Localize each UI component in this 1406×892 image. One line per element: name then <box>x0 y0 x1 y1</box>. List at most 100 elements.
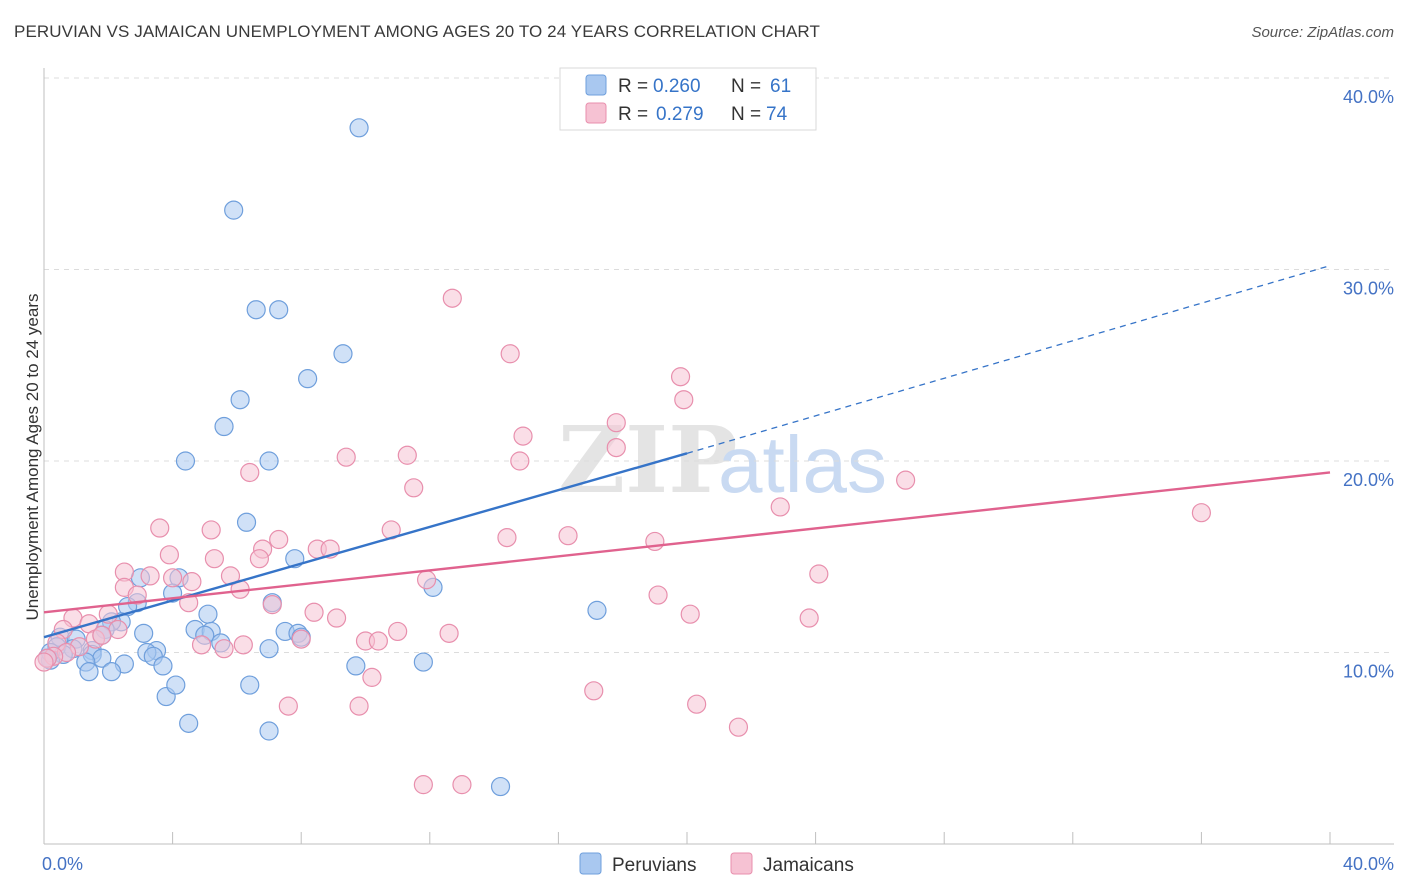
peruvian-point <box>587 600 607 620</box>
jamaican-point <box>1191 503 1212 523</box>
peruvian-point <box>101 662 122 682</box>
jamaican-point <box>191 635 212 655</box>
y-tick-labels: 10.0% 20.0% 30.0% 40.0% <box>1343 87 1394 682</box>
trend-layer <box>43 265 1331 639</box>
y-tick-label: 20.0% <box>1343 470 1394 490</box>
legend-r-label-peruvians: R = <box>618 76 648 97</box>
jamaican-point <box>214 639 234 659</box>
jamaican-point <box>606 413 626 433</box>
jamaican-point <box>648 585 668 605</box>
jamaican-point <box>404 478 424 498</box>
jamaican-point <box>687 694 707 714</box>
x-tick-label-start: 0.0% <box>42 854 83 874</box>
legend-r-value-jamaicans: 0.279 <box>656 104 704 125</box>
peruvian-point <box>198 604 218 624</box>
jamaican-point <box>368 631 388 651</box>
peruvian-point <box>259 451 279 471</box>
jamaican-point <box>233 635 253 655</box>
jamaican-point <box>150 518 170 538</box>
jamaican-point <box>388 621 408 642</box>
legend-n-label-jamaicans: N = <box>731 104 761 125</box>
jamaican-point <box>606 437 626 458</box>
jamaican-point <box>497 527 517 548</box>
jamaican-point <box>674 390 694 410</box>
peruvian-point <box>259 721 279 741</box>
jamaican-point <box>513 426 533 446</box>
legend-n-label-peruvians: N = <box>731 76 761 97</box>
peruvian-point <box>349 118 369 138</box>
jamaican-point <box>140 566 160 586</box>
legend-swatch-jamaicans <box>585 102 607 124</box>
y-tick-label: 40.0% <box>1343 87 1394 107</box>
chart-source: Source: ZipAtlas.com <box>1251 24 1394 41</box>
peruvian-point <box>79 662 99 682</box>
y-tick-label: 30.0% <box>1343 279 1394 299</box>
jamaican-point <box>510 451 530 471</box>
jamaican-point <box>201 520 221 540</box>
jamaican-point <box>500 344 520 364</box>
jamaican-point <box>896 470 916 490</box>
legend-swatch-peruvians <box>585 74 607 96</box>
series-legend-swatch-jamaicans <box>730 852 753 875</box>
jamaican-point <box>416 570 437 590</box>
legend-n-value-jamaicans: 74 <box>766 104 788 125</box>
jamaican-point <box>362 667 382 687</box>
chart-title: PERUVIAN VS JAMAICAN UNEMPLOYMENT AMONG … <box>14 22 820 41</box>
jamaican-point <box>809 564 829 584</box>
peruvian-trend-line <box>43 452 688 639</box>
jamaican-point <box>670 367 691 387</box>
jamaican-point <box>182 572 202 592</box>
series-legend-swatch-peruvians <box>579 852 602 875</box>
jamaican-point <box>262 595 282 615</box>
jamaican-point <box>127 585 147 605</box>
legend-r-value-peruvians: 0.260 <box>653 76 701 97</box>
jamaican-point <box>304 602 324 622</box>
x-tick-label-end: 40.0% <box>1343 854 1394 874</box>
peruvian-trend-extension <box>686 265 1331 454</box>
peruvian-point <box>214 416 234 437</box>
jamaican-point <box>163 568 183 588</box>
jamaican-point <box>336 447 356 467</box>
peruvian-point <box>240 675 260 695</box>
peruvian-point <box>333 344 353 364</box>
jamaican-point <box>108 619 128 640</box>
jamaican-point <box>728 717 749 737</box>
jamaican-point <box>240 462 260 483</box>
peruvian-point <box>346 656 366 676</box>
jamaican-point <box>159 545 179 565</box>
grid-layer <box>44 77 1394 653</box>
y-axis-title: Unemployment Among Ages 20 to 24 years <box>23 294 42 621</box>
series-legend-label-jamaicans: Jamaicans <box>763 855 854 876</box>
peruvian-point <box>166 675 186 695</box>
watermark-zip: ZIP <box>558 406 737 514</box>
jamaican-point <box>680 604 700 624</box>
jamaican-point <box>278 696 298 716</box>
series-legend-label-peruvians: Peruvians <box>612 855 697 876</box>
peruvian-point <box>134 623 154 643</box>
jamaican-point <box>326 608 347 628</box>
jamaican-trend-line <box>43 471 1331 614</box>
jamaican-point <box>92 625 112 645</box>
jamaican-point <box>291 629 311 649</box>
jamaican-point <box>439 623 459 643</box>
jamaican-point <box>249 549 270 569</box>
jamaican-point <box>799 608 819 628</box>
correlation-legend: R = 0.260 N = 61 R = 0.279 N = 74 <box>559 67 817 131</box>
axes-layer <box>43 68 1394 845</box>
peruvian-point <box>490 776 511 797</box>
peruvian-point <box>269 300 289 320</box>
peruvian-point <box>413 652 433 672</box>
peruvian-point <box>153 656 173 676</box>
jamaican-point <box>770 497 790 517</box>
jamaican-point <box>584 681 604 701</box>
jamaican-point <box>34 652 54 672</box>
peruvian-point <box>175 451 196 471</box>
legend-r-label-jamaicans: R = <box>618 104 648 125</box>
peruvian-point <box>259 639 279 659</box>
peruvian-point <box>230 390 250 410</box>
jamaican-point <box>269 529 289 550</box>
peruvian-point <box>179 713 199 733</box>
y-tick-label: 10.0% <box>1343 662 1394 682</box>
jamaican-point <box>204 549 224 569</box>
